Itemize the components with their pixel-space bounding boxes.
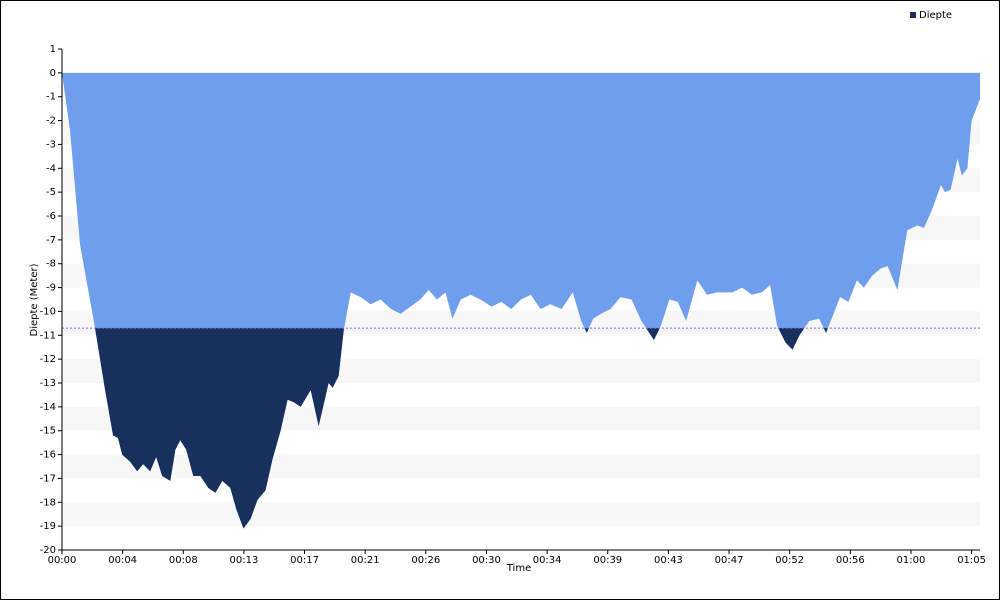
y-tick-label: -11 bbox=[40, 330, 56, 341]
y-tick-label: -2 bbox=[46, 116, 56, 127]
y-tick-label: -15 bbox=[40, 426, 56, 437]
y-tick-label: -12 bbox=[40, 354, 56, 365]
y-tick-label: -6 bbox=[46, 211, 56, 222]
x-tick-label: 00:56 bbox=[836, 555, 865, 566]
y-tick-label: 1 bbox=[50, 44, 56, 55]
grid-band bbox=[62, 502, 980, 527]
x-tick-label: 00:43 bbox=[654, 555, 683, 566]
x-tick-label: 00:26 bbox=[411, 555, 440, 566]
y-tick-label: 0 bbox=[50, 68, 56, 79]
x-tick-label: 00:17 bbox=[290, 555, 319, 566]
y-tick-label: -17 bbox=[40, 473, 56, 484]
y-tick-label: -19 bbox=[40, 521, 56, 532]
y-tick-label: -3 bbox=[46, 139, 56, 150]
legend-swatch bbox=[910, 12, 916, 18]
y-axis-label: Diepte (Meter) bbox=[29, 263, 40, 336]
y-tick-label: -10 bbox=[40, 306, 56, 317]
area-below-threshold bbox=[95, 328, 828, 529]
y-tick-label: -14 bbox=[40, 402, 56, 413]
x-tick-label: 00:47 bbox=[715, 555, 744, 566]
x-tick-label: 00:21 bbox=[351, 555, 380, 566]
x-tick-label: 00:34 bbox=[533, 555, 562, 566]
y-tick-label: -16 bbox=[40, 450, 56, 461]
grid-band bbox=[62, 406, 980, 431]
x-tick-label: 01:05 bbox=[957, 555, 986, 566]
x-tick-label: 00:13 bbox=[230, 555, 259, 566]
area bbox=[62, 72, 980, 529]
x-tick-label: 00:00 bbox=[48, 555, 77, 566]
y-tick-label: -4 bbox=[46, 163, 56, 174]
y-tick-label: -13 bbox=[40, 378, 56, 389]
y-tick-label: -9 bbox=[46, 283, 56, 294]
y-tick-label: -20 bbox=[40, 545, 56, 556]
x-tick-label: 00:30 bbox=[472, 555, 501, 566]
y-tick-label: -8 bbox=[46, 259, 56, 270]
y-tick-label: -5 bbox=[46, 187, 56, 198]
x-tick-label: 00:04 bbox=[108, 555, 137, 566]
y-tick-label: -1 bbox=[46, 92, 56, 103]
grid-band bbox=[62, 454, 980, 479]
x-tick-label: 01:00 bbox=[897, 555, 926, 566]
legend-label: Diepte bbox=[919, 10, 952, 21]
y-tick-label: -18 bbox=[40, 497, 56, 508]
x-axis-label: Time bbox=[506, 563, 531, 574]
x-tick-label: 00:39 bbox=[593, 555, 622, 566]
x-tick-label: 00:52 bbox=[775, 555, 804, 566]
x-tick-label: 00:08 bbox=[169, 555, 198, 566]
y-tick-label: -7 bbox=[46, 235, 56, 246]
